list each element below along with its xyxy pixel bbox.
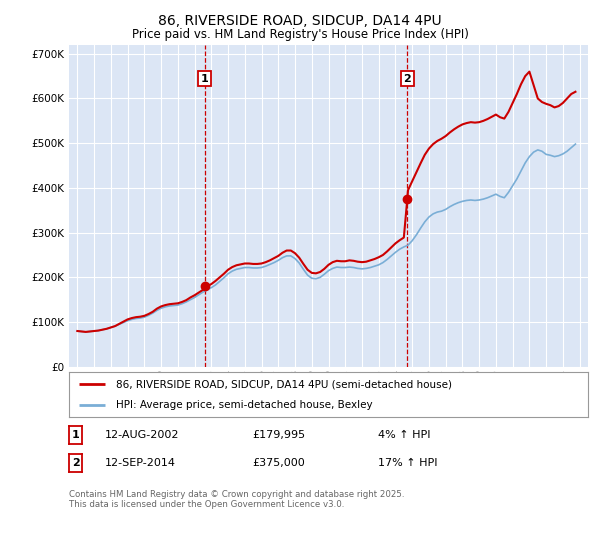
Text: 1: 1 xyxy=(201,73,209,83)
Text: Contains HM Land Registry data © Crown copyright and database right 2025.
This d: Contains HM Land Registry data © Crown c… xyxy=(69,490,404,510)
Text: 4% ↑ HPI: 4% ↑ HPI xyxy=(378,430,431,440)
Text: 12-AUG-2002: 12-AUG-2002 xyxy=(105,430,179,440)
Text: 12-SEP-2014: 12-SEP-2014 xyxy=(105,458,176,468)
Text: 86, RIVERSIDE ROAD, SIDCUP, DA14 4PU: 86, RIVERSIDE ROAD, SIDCUP, DA14 4PU xyxy=(158,14,442,28)
Text: 2: 2 xyxy=(403,73,411,83)
Text: HPI: Average price, semi-detached house, Bexley: HPI: Average price, semi-detached house,… xyxy=(116,400,373,410)
Text: £375,000: £375,000 xyxy=(252,458,305,468)
Text: 2: 2 xyxy=(72,458,79,468)
Text: 17% ↑ HPI: 17% ↑ HPI xyxy=(378,458,437,468)
Text: £179,995: £179,995 xyxy=(252,430,305,440)
Text: 1: 1 xyxy=(72,430,79,440)
Text: 86, RIVERSIDE ROAD, SIDCUP, DA14 4PU (semi-detached house): 86, RIVERSIDE ROAD, SIDCUP, DA14 4PU (se… xyxy=(116,380,452,390)
Text: Price paid vs. HM Land Registry's House Price Index (HPI): Price paid vs. HM Land Registry's House … xyxy=(131,28,469,41)
